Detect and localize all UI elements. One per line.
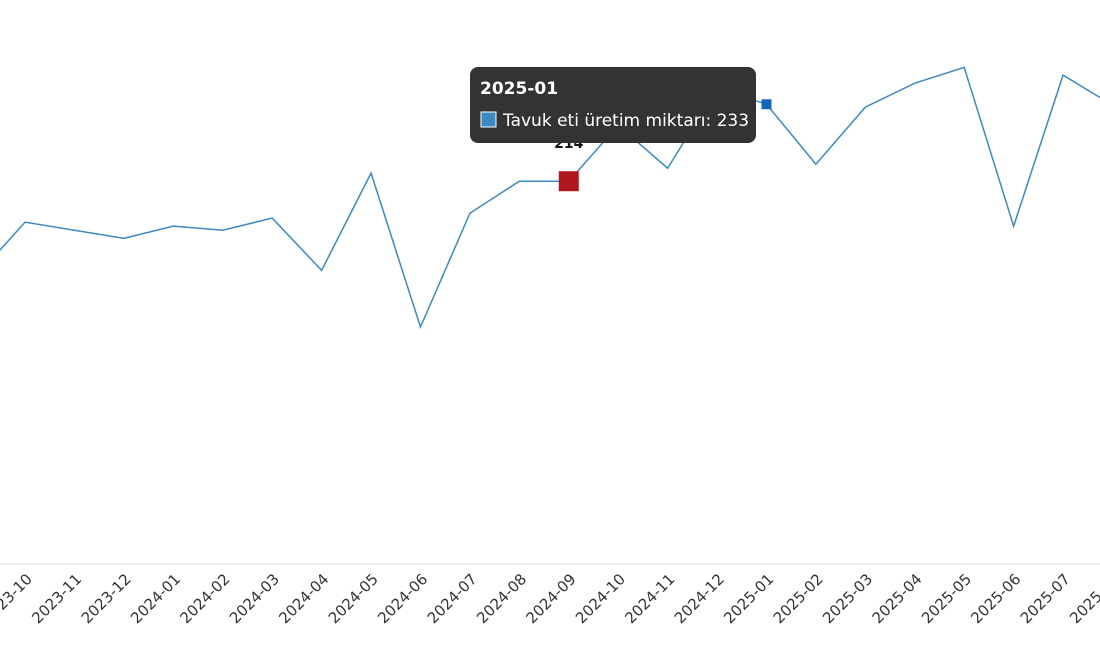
tooltip-text: Tavuk eti üretim miktarı: 233 <box>502 111 749 131</box>
tooltip-value: 233 <box>717 111 749 131</box>
x-tick-label: 2024-03 <box>226 570 283 627</box>
x-tick-label: 2025-02 <box>770 570 827 627</box>
x-tick-label: 2024-08 <box>473 570 530 627</box>
x-tick-label: 2025-07 <box>1017 570 1074 627</box>
tooltip-sep: : <box>705 111 716 131</box>
x-tick-label: 2023-12 <box>78 570 135 627</box>
x-tick-label: 2023-10 <box>0 570 36 627</box>
tooltip: 2025-01 Tavuk eti üretim miktarı: 233 <box>470 67 756 143</box>
x-tick-label: 2025-01 <box>720 570 777 627</box>
x-tick-label: 2024-11 <box>621 570 678 627</box>
x-tick-label: 2024-04 <box>275 570 332 627</box>
tooltip-title: 2025-01 <box>480 79 558 99</box>
tooltip-swatch <box>480 111 497 128</box>
x-tick-label: 2024-12 <box>671 570 728 627</box>
x-tick-label: 2024-01 <box>127 570 184 627</box>
x-tick-label: 2025-04 <box>869 570 926 627</box>
x-tick-label: 2024-05 <box>325 570 382 627</box>
x-tick-label: 2025-03 <box>819 570 876 627</box>
x-tick-label: 2024-10 <box>572 570 629 627</box>
x-tick-label: 2024-07 <box>424 570 481 627</box>
highlight-marker <box>558 171 579 192</box>
tooltip-series: Tavuk eti üretim miktarı <box>502 111 705 131</box>
series-line <box>0 66 1100 330</box>
x-tick-label: 2023-11 <box>28 570 85 627</box>
x-tick-label: 2025-06 <box>967 570 1024 627</box>
x-tick-label: 2025-08 <box>1066 570 1100 627</box>
x-tick-label: 2024-09 <box>523 570 580 627</box>
x-tick-label: 2025-05 <box>918 570 975 627</box>
x-tick-label: 2024-02 <box>177 570 234 627</box>
tooltip-box <box>470 67 756 143</box>
x-tick-label: 2024-06 <box>374 570 431 627</box>
hover-marker <box>761 99 772 110</box>
